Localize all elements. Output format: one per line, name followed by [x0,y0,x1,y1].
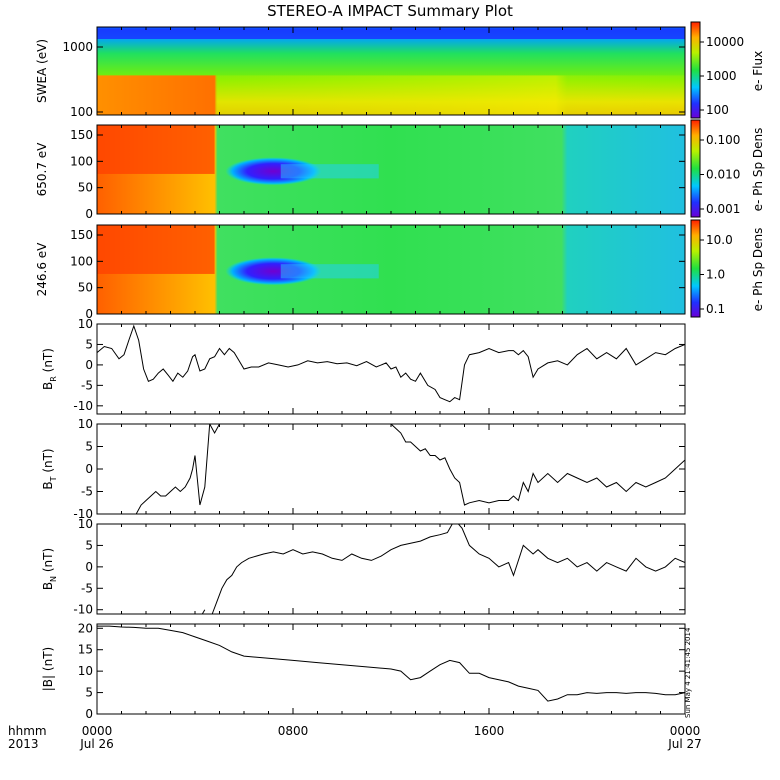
y-tick-label: 100 [70,154,93,168]
y-tick-label: 5 [85,538,93,552]
x-tick-label: 0800 [278,724,309,738]
y-tick-label: 100 [70,105,93,119]
y-tick-label: -5 [81,378,93,392]
spectrogram-top-band [97,29,685,39]
data-series-line-1 [97,625,685,702]
line-panel-3: BN (nT) [41,523,686,615]
y-tick-label: 5 [85,686,93,700]
y-tick-label: 5 [85,440,93,454]
data-series-line-1 [97,324,685,403]
line-panel-1: BR (nT) [41,323,686,415]
x-axis-year: 2013 [8,737,39,751]
panel-frame [96,523,686,615]
x-tick-label: 0000 [82,724,113,738]
y-tick-label: 150 [70,228,93,242]
y-tick-label: 10 [78,317,93,331]
y-tick-label: 10 [78,664,93,678]
colorbar [690,119,701,218]
spectrogram-enhance [97,75,685,115]
y-axis-label: BN (nT) [41,548,58,590]
y-tick-label: 50 [78,281,93,295]
colorbar-tick-label: 0.001 [706,202,740,216]
y-tick-label: 20 [78,621,93,635]
spectrogram-pa-band [280,264,379,279]
colorbar-tick-label: 0.100 [706,133,740,147]
colorbar-tick-label: 0.010 [706,168,740,182]
y-axis-label: BT (nT) [41,448,58,489]
chart-title: STEREO-A IMPACT Summary Plot [267,2,513,20]
colorbar-tick-label: 1000 [706,69,737,83]
y-tick-label: -5 [81,485,93,499]
y-tick-label: 50 [78,181,93,195]
y-tick-label: 100 [70,254,93,268]
y-tick-label: -10 [73,399,93,413]
y-tick-label: 10 [78,417,93,431]
y-tick-label: -5 [81,581,93,595]
y-tick-label: 0 [85,462,93,476]
x-axis-label: hhmm [8,724,47,738]
y-tick-label: 0 [85,307,93,321]
y-axis-label: 246.6 eV [35,242,49,297]
x-tick-label: 1600 [474,724,505,738]
spectrogram-2 [96,119,704,218]
data-series-line-2 [211,524,685,614]
colorbar-tick-label: 1.0 [706,268,725,282]
x-tick-date: Jul 27 [667,737,702,751]
data-series-line-2 [390,424,685,506]
colorbar-label: e- Ph Sp Dens [751,128,765,212]
line-panel-2: BT (nT) [41,423,686,515]
timestamp-label: Sun May 4 21:41:45 2014 [684,627,692,718]
y-tick-label: 0 [85,207,93,221]
y-tick-label: 1000 [62,40,93,54]
data-series-line-1 [201,609,206,614]
y-tick-label: 5 [85,337,93,351]
colorbar-tick-label: 0.1 [706,302,725,316]
y-axis-label: SWEA (eV) [35,39,49,103]
x-tick-date: Jul 26 [79,737,114,751]
y-tick-label: 15 [78,643,93,657]
y-tick-label: -10 [73,603,93,617]
y-tick-label: -10 [73,507,93,521]
colorbar-label: e- Flux [751,51,765,91]
y-tick-label: 10 [78,517,93,531]
y-tick-label: 0 [85,707,93,721]
y-tick-label: 150 [70,128,93,142]
colorbar-tick-label: 100 [706,103,729,117]
data-series-line-1 [135,424,220,514]
y-axis-label: |B| (nT) [41,647,55,691]
spectrogram-pa-band [280,164,379,179]
spectrogram-3 [96,219,704,318]
spectrogram-1 [96,21,704,119]
y-axis-label: BR (nT) [41,348,58,390]
y-tick-label: 0 [85,560,93,574]
colorbar-label: e- Ph Sp Dens [751,228,765,312]
colorbar-tick-label: 10000 [706,35,744,49]
spectrogram-hot-region [97,125,215,174]
spectrogram-hot-region [97,225,215,274]
line-panel-4: |B| (nT) [41,623,686,715]
panel-frame [96,423,686,515]
colorbar-tick-label: 10.0 [706,233,733,247]
colorbar [690,219,701,318]
y-axis-label: 650.7 eV [35,142,49,197]
x-tick-label: 0000 [670,724,701,738]
colorbar [690,21,701,119]
y-tick-label: 0 [85,358,93,372]
